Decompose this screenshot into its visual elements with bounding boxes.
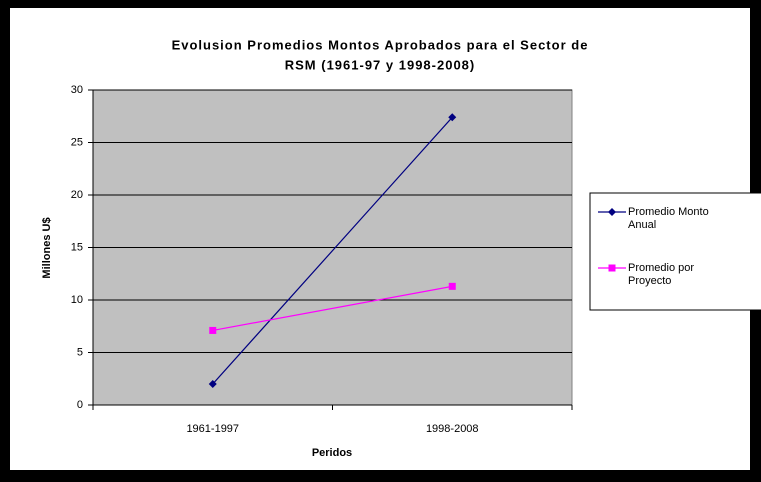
y-tick-label: 0 bbox=[77, 399, 83, 411]
y-tick-label: 30 bbox=[71, 84, 83, 96]
y-tick-label: 5 bbox=[77, 346, 83, 358]
y-tick-label: 25 bbox=[71, 136, 83, 148]
x-tick-label: 1998-2008 bbox=[426, 423, 479, 435]
point bbox=[608, 264, 616, 272]
point bbox=[209, 326, 217, 334]
legend-label: Promedio Monto Anual bbox=[628, 206, 709, 231]
chart-title: RSM (1961-97 y 1998-2008) bbox=[285, 57, 476, 72]
point bbox=[608, 208, 616, 216]
point bbox=[448, 282, 456, 290]
series-line bbox=[212, 116, 453, 385]
point bbox=[208, 380, 217, 388]
series-line bbox=[212, 285, 453, 332]
chart-title: Evolusion Promedios Montos Aprobados par… bbox=[172, 37, 589, 52]
legend-label: Promedio por Proyecto bbox=[628, 262, 694, 287]
y-tick-label: 10 bbox=[71, 294, 83, 306]
y-tick-label: 20 bbox=[71, 189, 83, 201]
y-tick-label: 15 bbox=[71, 241, 83, 253]
x-axis-title: Peridos bbox=[312, 447, 352, 459]
point bbox=[448, 113, 457, 122]
y-axis-title: Millones U$ bbox=[41, 217, 53, 278]
x-tick-label: 1961-1997 bbox=[186, 423, 239, 435]
